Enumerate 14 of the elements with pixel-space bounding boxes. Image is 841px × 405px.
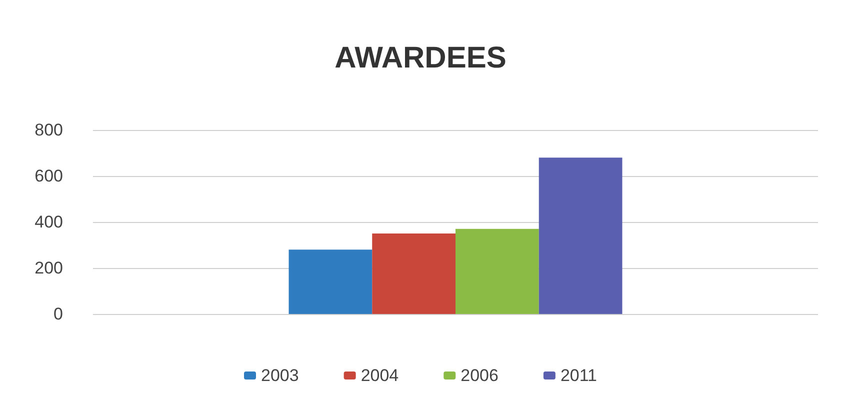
y-tick-label: 600 [34, 166, 63, 186]
bar [538, 158, 622, 314]
legend-label: 2003 [260, 366, 299, 385]
legend-label: 2006 [460, 366, 498, 385]
y-tick-label: 800 [34, 120, 63, 140]
chart-title: AWARDEES [334, 42, 506, 74]
bar [456, 228, 539, 314]
y-tick-label: 400 [34, 212, 63, 232]
legend-label: 2004 [360, 366, 399, 385]
bar [288, 250, 372, 314]
bar [372, 234, 456, 314]
y-tick-label: 0 [54, 304, 63, 324]
legend-label: 2011 [560, 366, 598, 385]
y-tick-label: 200 [34, 258, 63, 278]
